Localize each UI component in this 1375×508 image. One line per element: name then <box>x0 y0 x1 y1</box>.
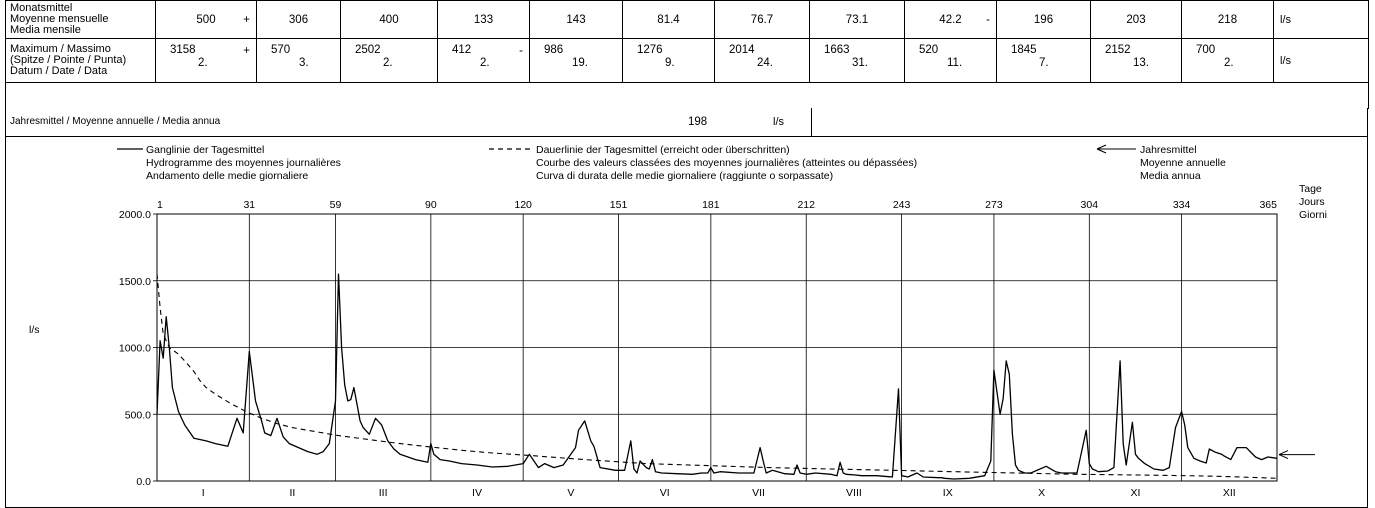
mean-label-it: Media mensile <box>10 24 81 36</box>
x-day-tick-label: 59 <box>330 199 342 211</box>
month-label: III <box>379 487 388 499</box>
legend-duration-de: Dauerlinie der Tagesmittel (erreicht ode… <box>536 144 790 156</box>
month-label: XII <box>1223 487 1236 499</box>
annual-mean-row: Jahresmittel / Moyenne annuelle / Media … <box>5 108 1368 137</box>
legend-hydrograph-fr: Hydrogramme des moyennes journalières <box>146 157 341 169</box>
legend-hydrograph-it: Andamento delle medie giornaliere <box>146 170 308 182</box>
legend-annual-fr: Moyenne annuelle <box>1140 157 1226 169</box>
y-tick-label: 1500.0 <box>119 276 151 288</box>
month-label: VII <box>752 487 765 499</box>
max-label-3: Datum / Date / Data <box>10 65 108 77</box>
plot-area: 2000.0 1500.0 1000.0 500.0 0.0 1 31 59 90 120 151 1… <box>119 199 1315 499</box>
month-label: IV <box>472 487 482 499</box>
mean-cell-jan: 500 + <box>155 0 257 39</box>
max-cell-may: 986 19. <box>529 38 623 83</box>
mean-cell-jun: 81.4 <box>622 0 715 39</box>
legend-hydrograph-de: Ganglinie der Tagesmittel <box>146 144 264 156</box>
mean-cell-oct: 196 <box>996 0 1091 39</box>
mean-label-fr: Moyenne mensuelle <box>10 13 109 25</box>
month-label: VI <box>660 487 670 499</box>
x-day-tick-label: 212 <box>797 199 815 211</box>
month-label: V <box>567 487 574 499</box>
x-day-tick-label: 90 <box>425 199 437 211</box>
y-axis-label: l/s <box>29 324 40 336</box>
y-tick-label: 0.0 <box>136 476 151 488</box>
table-spacer-row <box>5 82 1369 109</box>
legend-annual-de: Jahresmittel <box>1140 144 1197 156</box>
max-cell-sep: 520 11. <box>904 38 997 83</box>
monthly-stats-table: Monatsmittel Moyenne mensuelle Media men… <box>5 0 1369 109</box>
month-label: X <box>1038 487 1045 499</box>
annual-mean-arrowhead-icon <box>1278 450 1289 460</box>
x-day-tick-label: 334 <box>1173 199 1191 211</box>
x-day-tick-label: 120 <box>514 199 532 211</box>
x-day-tick-label: 181 <box>702 199 720 211</box>
max-label-1: Maximum / Massimo <box>10 43 111 55</box>
annual-mean-unit: l/s <box>773 116 784 128</box>
mean-cell-jul: 76.7 <box>714 0 810 39</box>
max-cell-jul: 2014 24. <box>714 38 810 83</box>
x-day-tick-label: 31 <box>243 199 255 211</box>
annual-row-divider <box>811 108 812 136</box>
month-label: XI <box>1131 487 1141 499</box>
y-tick-label: 500.0 <box>125 409 151 421</box>
mean-cell-nov: 203 <box>1090 0 1182 39</box>
x-unit-label-it: Giorni <box>1299 209 1327 221</box>
annual-mean-value: 198 <box>688 116 708 128</box>
mean-cell-sep: 42.2- <box>904 0 997 39</box>
month-label: VIII <box>846 487 862 499</box>
month-label: II <box>289 487 295 499</box>
x-day-tick-label: 365 <box>1259 199 1277 211</box>
monthly-mean-header: Monatsmittel Moyenne mensuelle Media men… <box>5 0 156 39</box>
month-label: IX <box>943 487 953 499</box>
max-cell-aug: 1663 31. <box>809 38 905 83</box>
mean-cell-mar: 400 <box>340 0 438 39</box>
x-day-tick-label: 273 <box>985 199 1003 211</box>
duration-curve-line <box>156 274 1278 479</box>
x-unit-label-fr: Jours <box>1299 196 1325 208</box>
max-label-2: (Spitze / Pointe / Punta) <box>10 54 127 66</box>
x-day-tick-label: 304 <box>1081 199 1099 211</box>
legend-annual-it: Media annua <box>1140 170 1201 182</box>
max-cell-mar: 2502 2. <box>340 38 438 83</box>
x-day-tick-label: 1 <box>157 199 163 211</box>
maximum-row: Maximum / Massimo (Spitze / Pointe / Pun… <box>5 38 1369 83</box>
mean-cell-aug: 73.1 <box>809 0 905 39</box>
legend-arrowhead-icon <box>1096 144 1107 154</box>
legend-duration-fr: Courbe des valeurs classées des moyennes… <box>536 157 917 169</box>
y-tick-label: 1000.0 <box>119 343 151 355</box>
max-unit: l/s <box>1273 38 1369 83</box>
spacer-cell <box>5 82 1369 109</box>
chart-legend: Ganglinie der Tagesmittel Hydrogramme de… <box>117 144 1226 182</box>
month-label: I <box>202 487 205 499</box>
daily-hydrograph-line <box>156 273 1278 480</box>
max-cell-dec: 700 2. <box>1181 38 1274 83</box>
annual-mean-label: Jahresmittel / Moyenne annuelle / Media … <box>10 116 221 127</box>
legend-duration-it: Curva di durata delle medie giornaliere … <box>536 170 833 182</box>
x-day-tick-label: 243 <box>893 199 911 211</box>
x-unit-label-de: Tage <box>1299 183 1322 195</box>
y-tick-label: 2000.0 <box>119 209 151 221</box>
x-day-tick-label: 151 <box>610 199 628 211</box>
mean-label-de: Monatsmittel <box>10 2 73 14</box>
mean-unit: l/s <box>1273 0 1369 39</box>
